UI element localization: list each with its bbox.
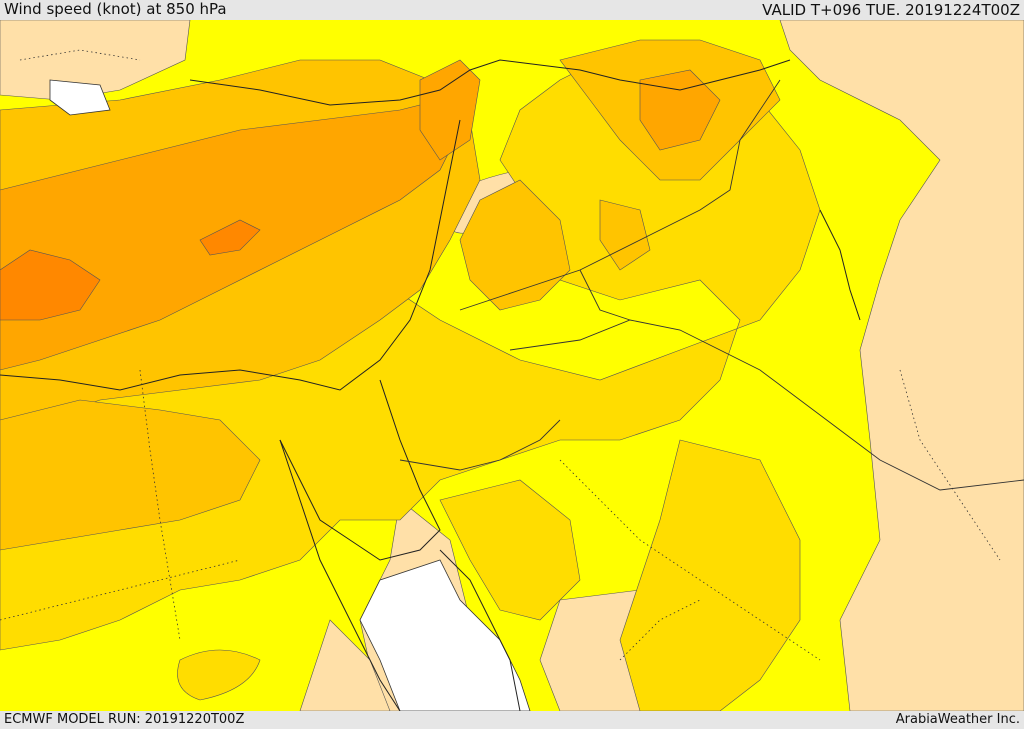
band-deep-orange <box>0 219 261 321</box>
sea-white <box>49 79 531 711</box>
map-canvas <box>0 20 1024 711</box>
header-bar: Wind speed (knot) at 850 hPa VALID T+096… <box>0 0 1024 20</box>
footer-bar: ECMWF MODEL RUN: 20191220T00Z ArabiaWeat… <box>0 711 1024 729</box>
political-borders <box>399 79 1024 491</box>
coastlines <box>0 59 861 711</box>
dotted-boundaries <box>0 49 1001 661</box>
valid-time: VALID T+096 TUE. 20191224T00Z <box>762 1 1020 19</box>
map-title: Wind speed (knot) at 850 hPa <box>4 0 227 18</box>
model-run: ECMWF MODEL RUN: 20191220T00Z <box>4 712 245 727</box>
credit: ArabiaWeather Inc. <box>895 712 1020 727</box>
wind-speed-map[interactable] <box>0 20 1024 711</box>
